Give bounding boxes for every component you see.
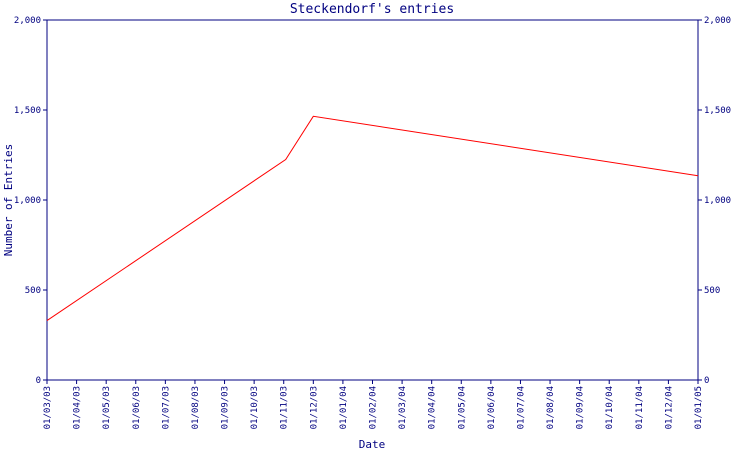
y-tick-label-right: 500 [704, 286, 720, 296]
chart-title: Steckendorf's entries [290, 2, 454, 17]
x-tick-label: 01/03/03 [43, 386, 53, 429]
x-tick-label: 01/05/04 [457, 386, 467, 429]
y-tick-label-right: 2,000 [704, 16, 731, 26]
x-tick-label: 01/02/04 [369, 386, 379, 429]
y-tick-label-left: 1,000 [14, 196, 41, 206]
y-tick-label-left: 1,500 [14, 106, 41, 116]
y-axis-label: Number of Entries [2, 144, 15, 257]
plot-area-frame [46, 19, 699, 381]
x-tick-label: 01/12/04 [664, 386, 674, 429]
x-tick-label: 01/01/05 [694, 386, 704, 429]
series-group [46, 115, 699, 322]
y-tick-label-right: 1,000 [704, 196, 731, 206]
x-tick-label: 01/10/03 [250, 386, 260, 429]
y-tick-label-right: 1,500 [704, 106, 731, 116]
x-tick-label: 01/08/03 [191, 386, 201, 429]
x-tick-label: 01/01/04 [339, 386, 349, 429]
x-tick-label: 01/09/04 [576, 386, 586, 429]
x-axis: 01/03/03 01/04/03 01/05/03 01/06/03 01/07/03… [43, 380, 704, 429]
x-tick-label: 01/05/03 [102, 386, 112, 429]
y-axis-right: 0 500 1,000 1,500 2,000 [698, 16, 731, 386]
x-tick-label: 01/04/04 [428, 386, 438, 429]
x-tick-label: 01/11/04 [635, 386, 645, 429]
x-tick-label: 01/04/03 [73, 386, 83, 429]
x-axis-label: Date [359, 438, 386, 450]
x-tick-label: 01/06/04 [487, 386, 497, 429]
x-tick-label: 01/08/04 [546, 386, 556, 429]
y-axis-left: 0 500 1,000 1,500 2,000 [14, 16, 47, 386]
x-tick-label: 01/09/03 [221, 386, 231, 429]
y-tick-label-left: 500 [25, 286, 41, 296]
x-tick-label: 01/12/03 [309, 386, 319, 429]
series-line [46, 115, 699, 322]
y-tick-label-left: 2,000 [14, 16, 41, 26]
y-tick-label-left: 0 [36, 376, 41, 386]
y-tick-label-right: 0 [704, 376, 709, 386]
x-tick-label: 01/07/03 [161, 386, 171, 429]
x-tick-label: 01/07/04 [516, 386, 526, 429]
x-tick-label: 01/06/03 [132, 386, 142, 429]
x-tick-label: 01/10/04 [605, 386, 615, 429]
x-tick-label: 01/11/03 [280, 386, 290, 429]
x-tick-label: 01/03/04 [398, 386, 408, 429]
